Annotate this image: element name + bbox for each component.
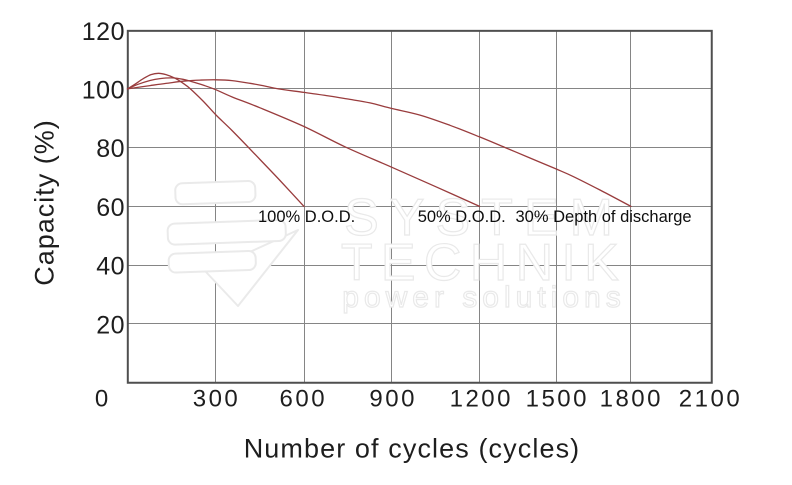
- svg-text:SYSTEM: SYSTEM: [344, 189, 624, 247]
- svg-text:0: 0: [95, 386, 111, 413]
- svg-text:Capacity (%): Capacity (%): [30, 119, 60, 286]
- svg-text:900: 900: [369, 386, 417, 413]
- svg-text:1500: 1500: [526, 386, 589, 413]
- svg-text:100% D.O.D.: 100% D.O.D.: [258, 208, 355, 226]
- svg-text:1800: 1800: [600, 386, 663, 413]
- svg-text:1200: 1200: [450, 386, 513, 413]
- svg-text:20: 20: [96, 311, 125, 339]
- svg-text:50% D.O.D.: 50% D.O.D.: [418, 208, 506, 226]
- svg-text:60: 60: [96, 194, 125, 222]
- svg-text:40: 40: [96, 253, 125, 281]
- svg-text:120: 120: [82, 18, 125, 46]
- svg-text:Number of cycles (cycles): Number of cycles (cycles): [244, 434, 581, 464]
- svg-text:600: 600: [280, 386, 328, 413]
- svg-text:100: 100: [82, 77, 125, 105]
- svg-text:TECHNIK: TECHNIK: [341, 234, 627, 292]
- svg-text:300: 300: [193, 386, 241, 413]
- svg-text:30% Depth of discharge: 30% Depth of discharge: [516, 208, 692, 226]
- svg-text:power solutions: power solutions: [342, 281, 625, 314]
- svg-text:80: 80: [96, 135, 125, 163]
- svg-text:2100: 2100: [679, 386, 742, 413]
